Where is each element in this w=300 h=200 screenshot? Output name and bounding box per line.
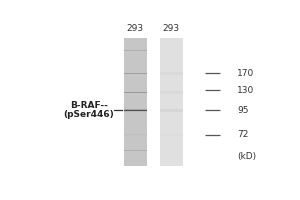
Bar <box>160 72 183 75</box>
Text: 293: 293 <box>163 24 180 33</box>
Text: (kD): (kD) <box>238 152 256 161</box>
Text: 130: 130 <box>238 86 255 95</box>
Text: 95: 95 <box>238 106 249 115</box>
Text: B-RAF--: B-RAF-- <box>70 101 108 110</box>
Text: 170: 170 <box>238 69 255 78</box>
Text: 293: 293 <box>127 24 144 33</box>
Bar <box>160 38 183 166</box>
Text: 72: 72 <box>238 130 249 139</box>
Bar <box>160 134 183 136</box>
Bar <box>160 109 183 112</box>
Bar <box>124 38 147 166</box>
Text: (pSer446): (pSer446) <box>63 110 114 119</box>
Bar <box>160 91 183 94</box>
